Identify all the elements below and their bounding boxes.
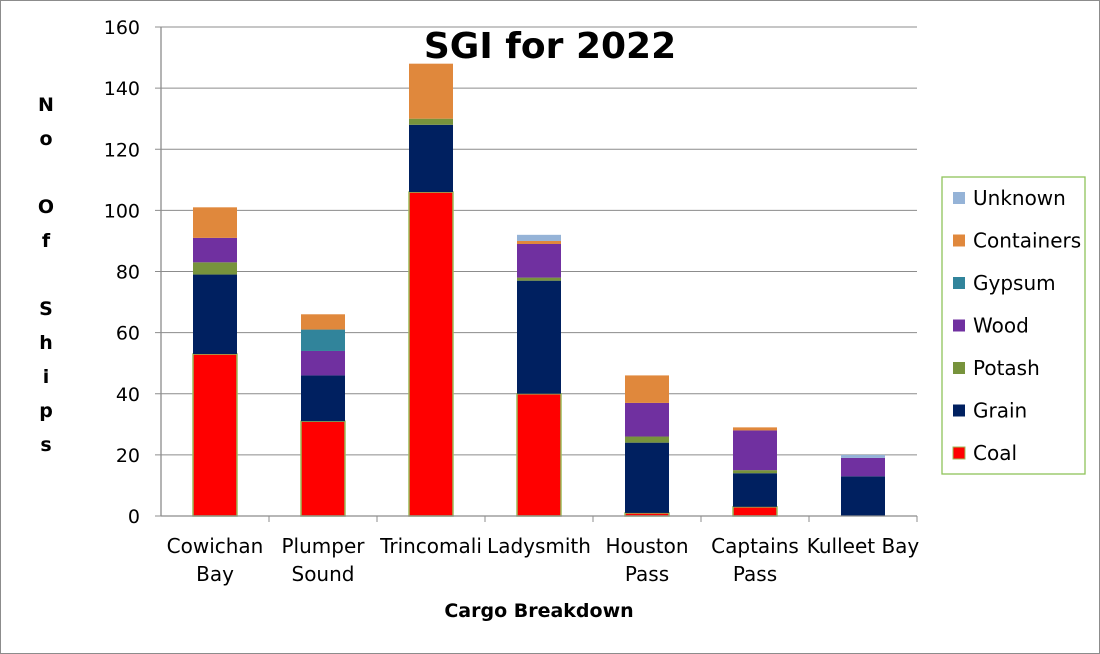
bar-segment-coal bbox=[192, 353, 238, 517]
x-category-label: Cowichan bbox=[167, 534, 264, 558]
bar-segment-grain bbox=[409, 124, 453, 193]
legend-label: Unknown bbox=[973, 186, 1066, 210]
bar-segment-wood bbox=[193, 237, 237, 263]
bar-segment-containers bbox=[193, 207, 237, 238]
y-tick-label: 120 bbox=[104, 139, 140, 161]
bar-segment-wood bbox=[841, 457, 885, 477]
x-category-label: Bay bbox=[196, 562, 234, 586]
legend-swatch-gypsum bbox=[953, 277, 965, 289]
bar-segment-grain bbox=[625, 442, 669, 513]
y-axis-title-letter: O bbox=[38, 196, 54, 218]
bar-segment-wood bbox=[517, 243, 561, 278]
y-axis-title-letter: f bbox=[42, 230, 51, 252]
legend-swatch-containers bbox=[953, 234, 965, 247]
legend-swatch-coal bbox=[952, 446, 966, 460]
bar-segment-containers bbox=[409, 63, 453, 119]
y-tick-label: 60 bbox=[116, 323, 140, 345]
axes bbox=[160, 27, 918, 522]
legend-swatch-grain bbox=[953, 404, 965, 417]
x-category-label: Kulleet Bay bbox=[807, 534, 920, 558]
x-category-labels: Cowichan Bay Plumper Sound Trincomali Ladysmi… bbox=[167, 534, 920, 586]
y-tick-label: 140 bbox=[104, 78, 140, 100]
bar-segment-grain bbox=[517, 280, 561, 394]
legend-swatch-unknown bbox=[953, 192, 965, 204]
bars bbox=[192, 63, 885, 517]
y-axis-title-letter: h bbox=[39, 332, 53, 354]
x-category-label: Houston bbox=[605, 534, 688, 558]
bar-segment-unknown bbox=[517, 234, 561, 241]
bar-segment-grain bbox=[733, 473, 777, 507]
bar-segment-containers bbox=[517, 240, 561, 244]
chart-title: SGI for 2022 bbox=[424, 26, 676, 67]
x-category-label: Sound bbox=[292, 562, 355, 586]
legend-label: Grain bbox=[973, 399, 1027, 423]
x-category-label: Pass bbox=[625, 562, 669, 586]
x-category-label: Pass bbox=[733, 562, 777, 586]
y-axis-title-letter: s bbox=[40, 434, 51, 456]
bar-segment-coal bbox=[732, 506, 778, 517]
x-category-label: Plumper bbox=[282, 534, 366, 558]
legend-label: Potash bbox=[973, 356, 1040, 380]
legend-label: Containers bbox=[973, 229, 1081, 253]
y-tick-label: 160 bbox=[104, 17, 140, 39]
x-category-label: Captains bbox=[711, 534, 799, 558]
legend-label: Wood bbox=[973, 314, 1029, 338]
bar-segment-potash bbox=[625, 436, 669, 443]
y-tick-labels: 0 20 40 60 80 100 120 140 160 bbox=[104, 17, 140, 528]
y-tick-label: 0 bbox=[128, 506, 140, 528]
bar-segment-wood bbox=[625, 402, 669, 437]
y-tick-label: 40 bbox=[116, 384, 140, 406]
bar-segment-gypsum bbox=[301, 329, 345, 351]
bar-segment-potash bbox=[517, 277, 561, 281]
y-axis-title-letter: p bbox=[39, 400, 53, 422]
legend-swatch-wood bbox=[953, 319, 965, 332]
bar-segment-potash bbox=[733, 470, 777, 474]
y-tick-label: 20 bbox=[116, 445, 140, 467]
bar-segment-wood bbox=[733, 430, 777, 471]
legend-label: Coal bbox=[973, 441, 1017, 465]
bar-segment-containers bbox=[625, 375, 669, 403]
bar-segment-potash bbox=[193, 262, 237, 275]
x-axis-title: Cargo Breakdown bbox=[444, 600, 633, 622]
bar-segment-coal bbox=[300, 420, 346, 517]
bar-segment-containers bbox=[733, 427, 777, 431]
x-category-label: Trincomali bbox=[379, 534, 482, 558]
y-tick-label: 80 bbox=[116, 262, 140, 284]
bar-segment-wood bbox=[301, 350, 345, 376]
legend-box bbox=[941, 176, 1086, 475]
y-axis-title-letter: N bbox=[38, 94, 54, 116]
y-tick-label: 100 bbox=[104, 200, 140, 222]
y-axis-title-letter: i bbox=[43, 366, 50, 388]
bar-segment-unknown bbox=[841, 454, 885, 458]
bar-segment-grain bbox=[841, 476, 885, 516]
y-axis-title-letter: S bbox=[39, 298, 53, 320]
bar-segment-grain bbox=[301, 375, 345, 422]
legend-swatch-potash bbox=[953, 362, 965, 374]
legend: Unknown Containers Gypsum Wood Potash Grain Co… bbox=[941, 176, 1086, 475]
bar-segment-coal bbox=[408, 191, 454, 517]
legend-label: Gypsum bbox=[973, 271, 1056, 295]
bar-segment-containers bbox=[301, 314, 345, 330]
bar-segment-potash bbox=[409, 118, 453, 125]
y-axis-title-letter: o bbox=[39, 128, 52, 150]
bar-segment-coal bbox=[516, 393, 562, 517]
x-category-label: Ladysmith bbox=[487, 534, 591, 558]
bar-segment-grain bbox=[193, 274, 237, 355]
